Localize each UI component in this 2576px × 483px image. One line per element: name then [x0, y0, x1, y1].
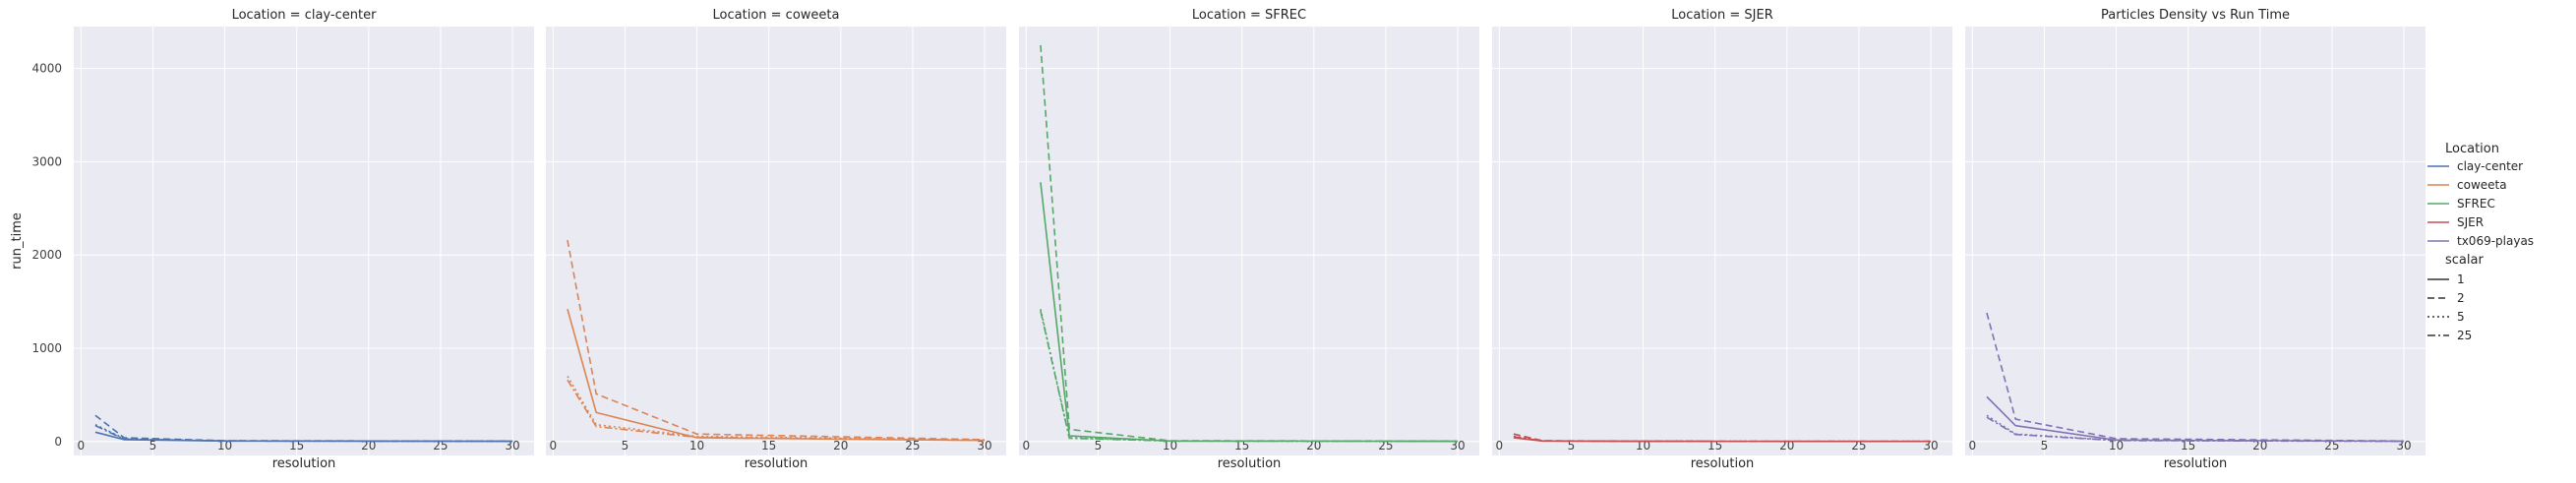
facet-panels: Location = clay-center 0 5 10 15 20 25 30 resolu…: [10, 8, 2426, 471]
x-axis-label: resolution: [1218, 456, 1282, 471]
series-line-clay-center-scalar-2: [94, 414, 513, 443]
x-tick-label: 25: [1851, 439, 1866, 453]
x-tick-label: 25: [905, 439, 920, 453]
x-tick-label: 10: [689, 439, 704, 453]
facet-panel-SJER: Location = SJER 0 5 10 15 20 25 30 resolution: [1492, 8, 1952, 471]
x-tick-label: 20: [833, 439, 848, 453]
series-line-SFREC-scalar-2: [1040, 44, 1459, 443]
y-tick-label: 1000: [31, 341, 62, 355]
facet-panel-coweeta: Location = coweeta 0 5 10 15 20 25 30 resolution: [546, 8, 1006, 471]
legend-label-coweeta: coweeta: [2457, 178, 2507, 192]
x-tick-label: 15: [1234, 439, 1249, 453]
legend: Location clay-center coweeta SFREC SJER tx069…: [2427, 142, 2534, 342]
x-tick-label: 25: [2324, 439, 2339, 453]
x-tick-label: 5: [1095, 439, 1103, 453]
x-tick-label: 20: [1779, 439, 1794, 453]
x-tick-label: 20: [1306, 439, 1321, 453]
series-line-tx069-playas-scalar-25: [1986, 416, 2405, 443]
facet-panel-clay-center: Location = clay-center 0 5 10 15 20 25 30 resolu…: [10, 8, 534, 471]
legend-label-tx069-playas: tx069-playas: [2457, 234, 2534, 248]
legend-label-clay-center: clay-center: [2457, 159, 2523, 173]
plot-background: [1019, 27, 1479, 455]
series-line-SJER-scalar-25: [1513, 436, 1932, 443]
x-tick-label: 15: [761, 439, 776, 453]
legend-label-SJER: SJER: [2457, 215, 2484, 229]
series-line-coweeta-scalar-25: [567, 379, 986, 442]
facet-panel-SFREC: Location = SFREC 0 5 10 15 20 25 30 resolution: [1019, 8, 1479, 471]
x-axis-label: resolution: [272, 456, 336, 471]
x-tick-label: 25: [433, 439, 448, 453]
x-axis-label: resolution: [745, 456, 809, 471]
x-tick-label: 0: [77, 439, 85, 453]
x-tick-label: 30: [1450, 439, 1465, 453]
facet-title: Location = coweeta: [713, 8, 840, 23]
x-axis-label: resolution: [1691, 456, 1755, 471]
x-tick-label: 10: [1163, 439, 1177, 453]
x-tick-label: 30: [977, 439, 991, 453]
x-tick-label: 30: [505, 439, 519, 453]
legend-title-scalar: scalar: [2445, 253, 2484, 268]
y-tick-label: 2000: [31, 248, 62, 262]
y-axis-label: run_time: [10, 212, 25, 270]
y-tick-label: 0: [54, 435, 62, 449]
series-line-clay-center-scalar-25: [94, 424, 513, 443]
x-tick-label: 5: [2041, 439, 2049, 453]
series-line-SFREC-scalar-25: [1040, 310, 1459, 443]
x-tick-label: 30: [1923, 439, 1938, 453]
legend-label-SFREC: SFREC: [2457, 197, 2495, 211]
facet-title: Location = SFREC: [1192, 8, 1306, 23]
y-tick-label: 3000: [31, 154, 62, 168]
plot-background: [1965, 27, 2426, 455]
x-tick-label: 25: [1378, 439, 1393, 453]
series-line-coweeta-scalar-2: [567, 239, 986, 441]
facet-panel-tx069-playas: Particles Density vs Run Time 0 5 10 15 20 25 3…: [1965, 8, 2426, 471]
x-tick-label: 0: [1495, 439, 1503, 453]
x-tick-label: 0: [1022, 439, 1030, 453]
x-tick-label: 10: [2109, 439, 2124, 453]
legend-label-scalar-2: 2: [2457, 291, 2465, 305]
legend-label-scalar-1: 1: [2457, 272, 2465, 286]
legend-title-location: Location: [2445, 142, 2499, 156]
plot-background: [1492, 27, 1952, 455]
facet-title: Location = SJER: [1671, 8, 1772, 23]
plot-background: [74, 27, 534, 455]
x-tick-label: 15: [289, 439, 304, 453]
x-tick-label: 5: [1568, 439, 1576, 453]
x-tick-label: 5: [622, 439, 629, 453]
x-axis-label: resolution: [2164, 456, 2228, 471]
x-tick-label: 20: [2252, 439, 2267, 453]
x-tick-label: 20: [361, 439, 376, 453]
x-tick-label: 5: [150, 439, 157, 453]
facet-title: Location = clay-center: [232, 8, 378, 23]
x-tick-label: 10: [1636, 439, 1650, 453]
facet-title: Particles Density vs Run Time: [2101, 8, 2290, 23]
plot-background: [546, 27, 1006, 455]
x-tick-label: 0: [1968, 439, 1976, 453]
x-tick-label: 15: [1707, 439, 1722, 453]
series-line-clay-center-scalar-5: [94, 424, 513, 443]
legend-label-scalar-5: 5: [2457, 310, 2465, 324]
x-tick-label: 10: [217, 439, 232, 453]
legend-label-scalar-25: 25: [2457, 329, 2472, 342]
x-tick-label: 30: [2396, 439, 2411, 453]
series-line-tx069-playas-scalar-2: [1986, 312, 2405, 443]
y-tick-label: 4000: [31, 62, 62, 76]
x-tick-label: 0: [549, 439, 557, 453]
x-tick-label: 15: [2181, 439, 2195, 453]
series-line-tx069-playas-scalar-1: [1986, 395, 2405, 443]
